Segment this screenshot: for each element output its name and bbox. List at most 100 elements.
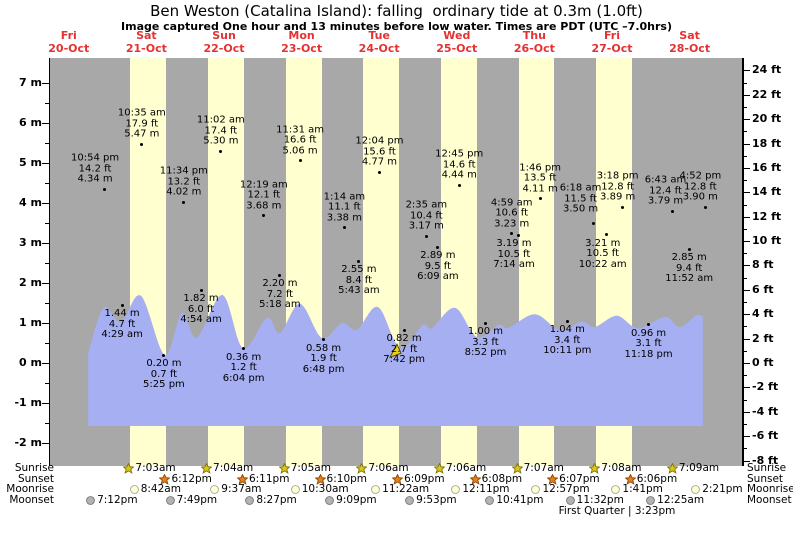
- sunrise-star-icon: [511, 462, 523, 474]
- sunset-star-icon: [547, 473, 559, 485]
- tide-event-dot: [436, 245, 440, 249]
- right-axis-tick: [743, 216, 750, 218]
- sunrise-row-label-left: Sunrise: [14, 462, 54, 474]
- high-tide-label: 10:35 am 17.9 ft 5.47 m: [117, 107, 166, 141]
- moonset-entry: 12:25am: [645, 494, 704, 507]
- tide-label-line: 2.20 m: [262, 278, 298, 289]
- right-axis-minor-tick: [743, 155, 747, 157]
- moonrise-circle-icon: [531, 484, 541, 494]
- moonrise-time: 2:21pm: [702, 482, 743, 495]
- tide-label-line: 0.36 m: [226, 351, 262, 363]
- tide-label-line: 16.6 ft: [283, 134, 317, 146]
- tide-label-line: 10:35 am: [117, 107, 166, 119]
- moonset-time: 11:32pm: [576, 493, 624, 506]
- high-tide-label: 11:34 pm 13.2 ft 4.02 m: [160, 166, 208, 199]
- moonrise-time: 10:30am: [301, 482, 349, 495]
- tide-label-line: 1:46 pm: [519, 162, 561, 174]
- left-axis-tick: [42, 443, 49, 444]
- sunrise-time: 7:05am: [290, 461, 331, 474]
- moonset-time: 9:09pm: [336, 493, 377, 506]
- tide-label-line: 2.55 m: [341, 264, 377, 275]
- moonrise-entry: 1:41pm: [610, 483, 663, 496]
- left-axis-line: [48, 58, 50, 466]
- moonrise-circle-icon: [210, 484, 220, 494]
- sunrise-star-icon: [278, 462, 290, 474]
- moonrise-entry: 2:21pm: [690, 482, 743, 496]
- tide-event-dot: [182, 200, 186, 204]
- tide-label-line: 11.1 ft: [328, 201, 361, 213]
- tide-label-line: 2.7 ft: [390, 343, 418, 355]
- day-label: Tue 24-Oct: [344, 29, 414, 55]
- day-name: Tue: [368, 29, 390, 42]
- tide-label-line: 3.23 m: [494, 218, 530, 230]
- moonset-entry: 10:41pm: [484, 494, 543, 507]
- moonset-circle-icon: [245, 495, 255, 505]
- sunset-time: 6:11pm: [248, 472, 290, 485]
- tide-label-line: 10:22 am: [578, 258, 627, 270]
- tide-event-dot: [120, 303, 124, 307]
- day-label: Thu 26-Oct: [499, 29, 569, 55]
- left-axis-tick: [42, 243, 49, 244]
- day-label: Wed 25-Oct: [422, 29, 492, 55]
- high-tide-label: 12:19 am 12.1 ft 3.68 m: [240, 180, 288, 212]
- right-axis-tick: [743, 460, 750, 462]
- moonset-time: 10:41pm: [496, 493, 544, 506]
- right-axis-minor-tick: [743, 131, 747, 133]
- y-axis-label-right: 24 ft: [752, 63, 782, 77]
- tide-label-line: 1:14 am: [323, 191, 366, 203]
- tide-event-dot: [621, 205, 625, 209]
- moonrise-circle-icon: [371, 484, 381, 494]
- moonset-circle-icon: [646, 495, 656, 505]
- day-label: Fri 20-Oct: [34, 29, 104, 55]
- sunset-star-icon: [624, 473, 636, 485]
- high-tide-label: 11:31 am 16.6 ft 5.06 m: [276, 125, 324, 157]
- day-label: Sat 21-Oct: [111, 29, 181, 55]
- moonrise-row-label-left: Moonrise: [6, 483, 54, 495]
- sunset-entry: 6:08pm: [469, 473, 522, 486]
- tide-label-line: 3.50 m: [562, 203, 599, 215]
- right-axis-minor-tick: [743, 350, 747, 352]
- tide-label-line: 0.20 m: [146, 358, 182, 369]
- right-axis-minor-tick: [743, 82, 747, 84]
- y-axis-label-left: 3 m: [19, 236, 42, 249]
- right-axis-minor-tick: [743, 180, 747, 182]
- day-name: Thu: [522, 29, 546, 42]
- y-axis-label-right: 22 ft: [752, 87, 782, 101]
- sunrise-entry: 7:06am: [433, 461, 487, 475]
- tide-event-dot: [377, 170, 381, 174]
- sunset-entry: 6:10pm: [314, 473, 367, 486]
- sunset-entry: 6:06pm: [624, 473, 677, 486]
- y-axis-label-right: -8 ft: [752, 453, 779, 467]
- sunrise-star-icon: [589, 462, 601, 474]
- sunrise-star-icon: [123, 462, 135, 474]
- tide-label-line: 14.6 ft: [442, 159, 476, 171]
- right-axis-tick: [743, 167, 750, 169]
- sunrise-entry: 7:04am: [201, 462, 253, 475]
- moonset-time: 7:49pm: [176, 493, 218, 506]
- day-name: Wed: [443, 29, 471, 42]
- left-axis-minor-tick: [45, 423, 49, 424]
- y-axis-label-right: -4 ft: [752, 404, 779, 418]
- day-date: 26-Oct: [513, 42, 555, 55]
- tide-label-line: 6.0 ft: [187, 303, 215, 315]
- tide-label-line: 7.2 ft: [266, 288, 294, 300]
- y-axis-label-left: -2 m: [14, 436, 42, 449]
- y-axis-label-right: 2 ft: [752, 331, 774, 345]
- tide-event-dot: [457, 183, 461, 187]
- left-axis-minor-tick: [45, 103, 49, 104]
- day-date: 22-Oct: [203, 42, 245, 55]
- tide-label-line: 11:52 am: [665, 273, 714, 284]
- sunrise-star-icon: [666, 462, 678, 474]
- tide-event-dot: [510, 232, 514, 236]
- day-name: Fri: [603, 29, 620, 42]
- tide-event-dot: [671, 209, 675, 213]
- tide-label-line: 2:35 am: [405, 199, 448, 211]
- moonrise-time: 12:11pm: [462, 482, 510, 495]
- right-axis-tick: [743, 338, 750, 340]
- moonset-circle-icon: [165, 495, 175, 505]
- sunrise-time: 7:06am: [445, 461, 487, 474]
- sunrise-entry: 7:07am: [511, 462, 564, 475]
- tide-event-dot: [322, 338, 326, 342]
- tide-label-line: 9.4 ft: [675, 262, 703, 274]
